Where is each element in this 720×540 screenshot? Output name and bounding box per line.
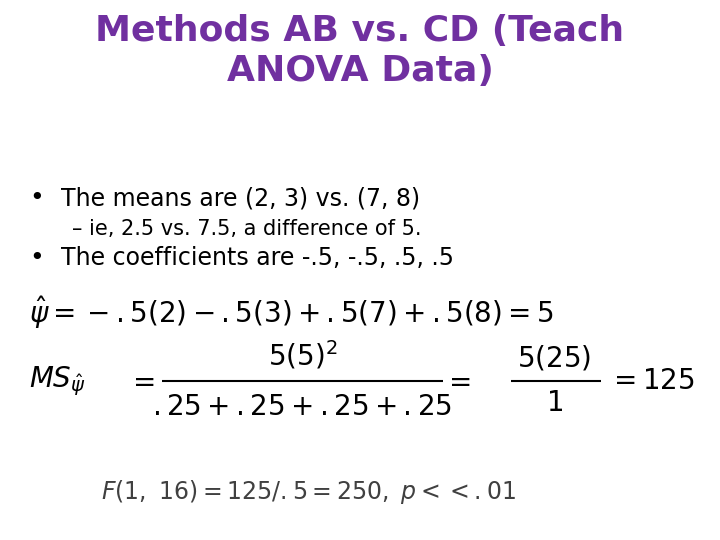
Text: $=$: $=$ (127, 367, 154, 395)
Text: $=$: $=$ (444, 367, 471, 395)
Text: •: • (29, 246, 43, 269)
Text: Methods AB vs. CD (Teach
ANOVA Data): Methods AB vs. CD (Teach ANOVA Data) (96, 14, 624, 88)
Text: The coefficients are -.5, -.5, .5, .5: The coefficients are -.5, -.5, .5, .5 (61, 246, 454, 269)
Text: $5(25)$: $5(25)$ (517, 343, 592, 373)
Text: $5(5)^2$: $5(5)^2$ (268, 339, 337, 371)
Text: $= 125$: $= 125$ (608, 367, 695, 395)
Text: – ie, 2.5 vs. 7.5, a difference of 5.: – ie, 2.5 vs. 7.5, a difference of 5. (72, 219, 421, 239)
Text: The means are (2, 3) vs. (7, 8): The means are (2, 3) vs. (7, 8) (61, 186, 420, 210)
Text: •: • (29, 186, 43, 210)
Text: $F(1,\ 16) = 125/.5 = 250,\ p << .01$: $F(1,\ 16) = 125/.5 = 250,\ p << .01$ (101, 478, 516, 506)
Text: $\hat{\psi} = -.5(2) - .5(3) + .5(7) + .5(8) = 5$: $\hat{\psi} = -.5(2) - .5(3) + .5(7) + .… (29, 294, 554, 331)
Text: $.25 + .25 + .25 + .25$: $.25 + .25 + .25 + .25$ (153, 393, 452, 421)
Text: $MS_{\hat{\psi}}$: $MS_{\hat{\psi}}$ (29, 364, 86, 397)
Text: $1$: $1$ (546, 389, 563, 417)
